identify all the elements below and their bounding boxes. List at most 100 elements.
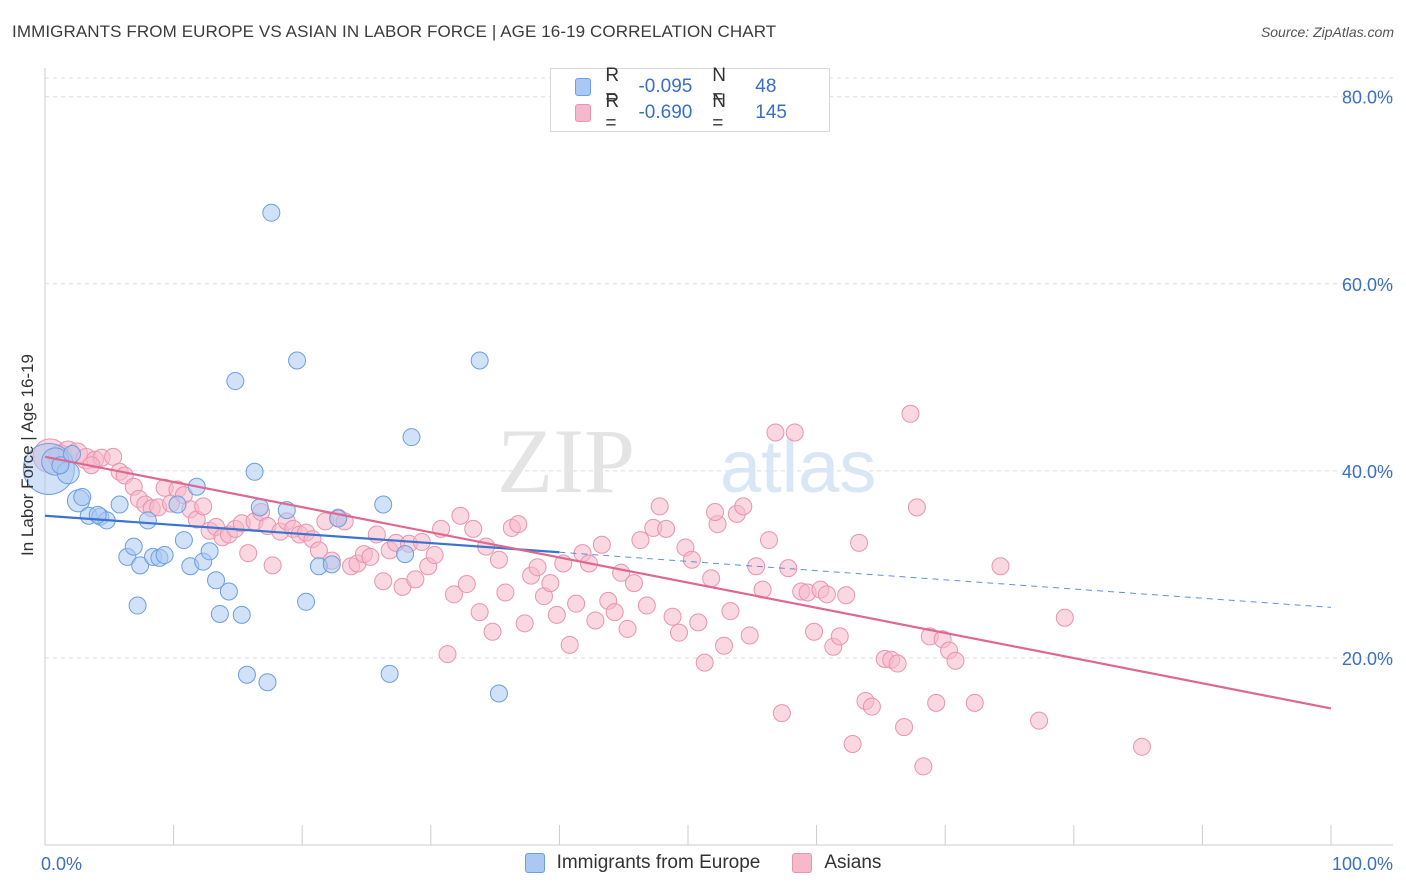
asian-point xyxy=(560,635,579,654)
asian-point xyxy=(605,603,624,622)
asian-point xyxy=(772,704,791,723)
europe-point xyxy=(262,203,281,222)
asian-point xyxy=(669,623,688,642)
asian-point xyxy=(528,558,547,577)
asian-point xyxy=(734,497,753,516)
asian-point xyxy=(618,619,637,638)
asian-point xyxy=(965,693,984,712)
axes xyxy=(44,68,1393,846)
europe-point xyxy=(374,495,393,514)
asian-point xyxy=(907,498,926,517)
asian-point xyxy=(760,531,779,550)
watermark: ZIP atlas xyxy=(497,410,876,512)
asian-point xyxy=(706,503,725,522)
legend-r-value: -0.690 xyxy=(638,102,693,123)
europe-point xyxy=(110,495,129,514)
europe-point xyxy=(297,592,316,611)
asian-point xyxy=(888,654,907,673)
asian-point xyxy=(451,506,470,525)
asian-point xyxy=(946,651,965,670)
legend-n-value: 145 xyxy=(755,102,787,123)
legend-label-europe: Immigrants from Europe xyxy=(556,852,761,873)
asian-point xyxy=(721,602,740,621)
asian-point xyxy=(805,622,824,641)
y-tick-label: 20.0% xyxy=(1342,649,1393,669)
asian-point xyxy=(895,718,914,737)
asian-point xyxy=(239,544,258,563)
y-tick-label: 40.0% xyxy=(1342,462,1393,482)
asian-point xyxy=(541,574,560,593)
asian-point xyxy=(496,583,515,602)
europe-point xyxy=(168,495,187,514)
asian-point xyxy=(567,594,586,613)
europe-point xyxy=(155,546,174,565)
europe-point xyxy=(402,428,421,447)
europe-point xyxy=(470,351,489,370)
asian-point xyxy=(592,535,611,554)
asian-point xyxy=(438,645,457,664)
legend-r-label: R = xyxy=(605,65,620,108)
europe-point xyxy=(207,571,226,590)
legend-swatch-europe xyxy=(524,853,545,873)
asian-point xyxy=(631,531,650,550)
europe-point xyxy=(489,684,508,703)
asian-point xyxy=(547,605,566,624)
asian-point xyxy=(695,653,714,672)
asian-point xyxy=(361,547,380,566)
europe-point xyxy=(258,673,277,692)
europe-point xyxy=(380,664,399,683)
legend-row-europe: R = -0.095 N = 48 xyxy=(575,65,829,108)
x-tick-label: 100.0% xyxy=(1332,854,1393,874)
correlation-legend: R = -0.095 N = 48 R = -0.690 N = 145 xyxy=(550,65,830,134)
asian-point xyxy=(740,626,759,645)
asian-point xyxy=(927,693,946,712)
europe-point xyxy=(174,531,193,550)
europe-point xyxy=(232,605,251,624)
asian-point xyxy=(702,569,721,588)
europe-points xyxy=(22,203,508,703)
europe-point xyxy=(245,462,264,481)
europe-point xyxy=(210,604,229,623)
asian-point xyxy=(1030,711,1049,730)
chart-title: IMMIGRANTS FROM EUROPE VS ASIAN IN LABOR… xyxy=(12,22,777,41)
legend-swatch-europe xyxy=(575,78,592,96)
asian-point xyxy=(682,550,701,569)
europe-point xyxy=(288,351,307,370)
asian-point xyxy=(406,570,425,589)
asian-point xyxy=(457,575,476,594)
europe-point xyxy=(200,542,219,561)
trendlines xyxy=(44,455,1332,710)
asian-point xyxy=(194,497,213,516)
series-legend: Immigrants from Europe Asians xyxy=(0,852,1406,874)
asian-point xyxy=(374,572,393,591)
legend-r-value: -0.095 xyxy=(638,76,693,97)
asian-point xyxy=(747,557,766,576)
legend-label-asians: Asians xyxy=(824,852,882,873)
asian-point xyxy=(663,607,682,626)
asian-point xyxy=(991,557,1010,576)
legend-n-value: 48 xyxy=(755,76,777,97)
europe-point xyxy=(131,556,150,575)
asian-point xyxy=(464,519,483,538)
asian-point xyxy=(901,404,920,423)
asian-point xyxy=(263,556,282,575)
legend-row-asians: R = -0.690 N = 145 xyxy=(575,91,829,134)
europe-point xyxy=(138,511,157,530)
europe-point xyxy=(237,665,256,684)
asian-point xyxy=(489,550,508,569)
y-tick-label: 60.0% xyxy=(1342,275,1393,295)
europe-point xyxy=(396,545,415,564)
asian-point xyxy=(444,585,463,604)
x-tick-label: 0.0% xyxy=(41,854,82,874)
asian-point xyxy=(914,757,933,776)
source-label: Source: ZipAtlas.com xyxy=(1260,24,1394,40)
asian-point xyxy=(624,574,643,593)
asian-point xyxy=(1132,737,1151,756)
asian-point xyxy=(715,636,734,655)
asian-point xyxy=(586,611,605,630)
asian-point xyxy=(843,734,862,753)
asian-point xyxy=(515,614,534,633)
asian-point xyxy=(862,697,881,716)
europe-trendline-extension xyxy=(559,551,1332,608)
asian-point xyxy=(509,515,528,534)
